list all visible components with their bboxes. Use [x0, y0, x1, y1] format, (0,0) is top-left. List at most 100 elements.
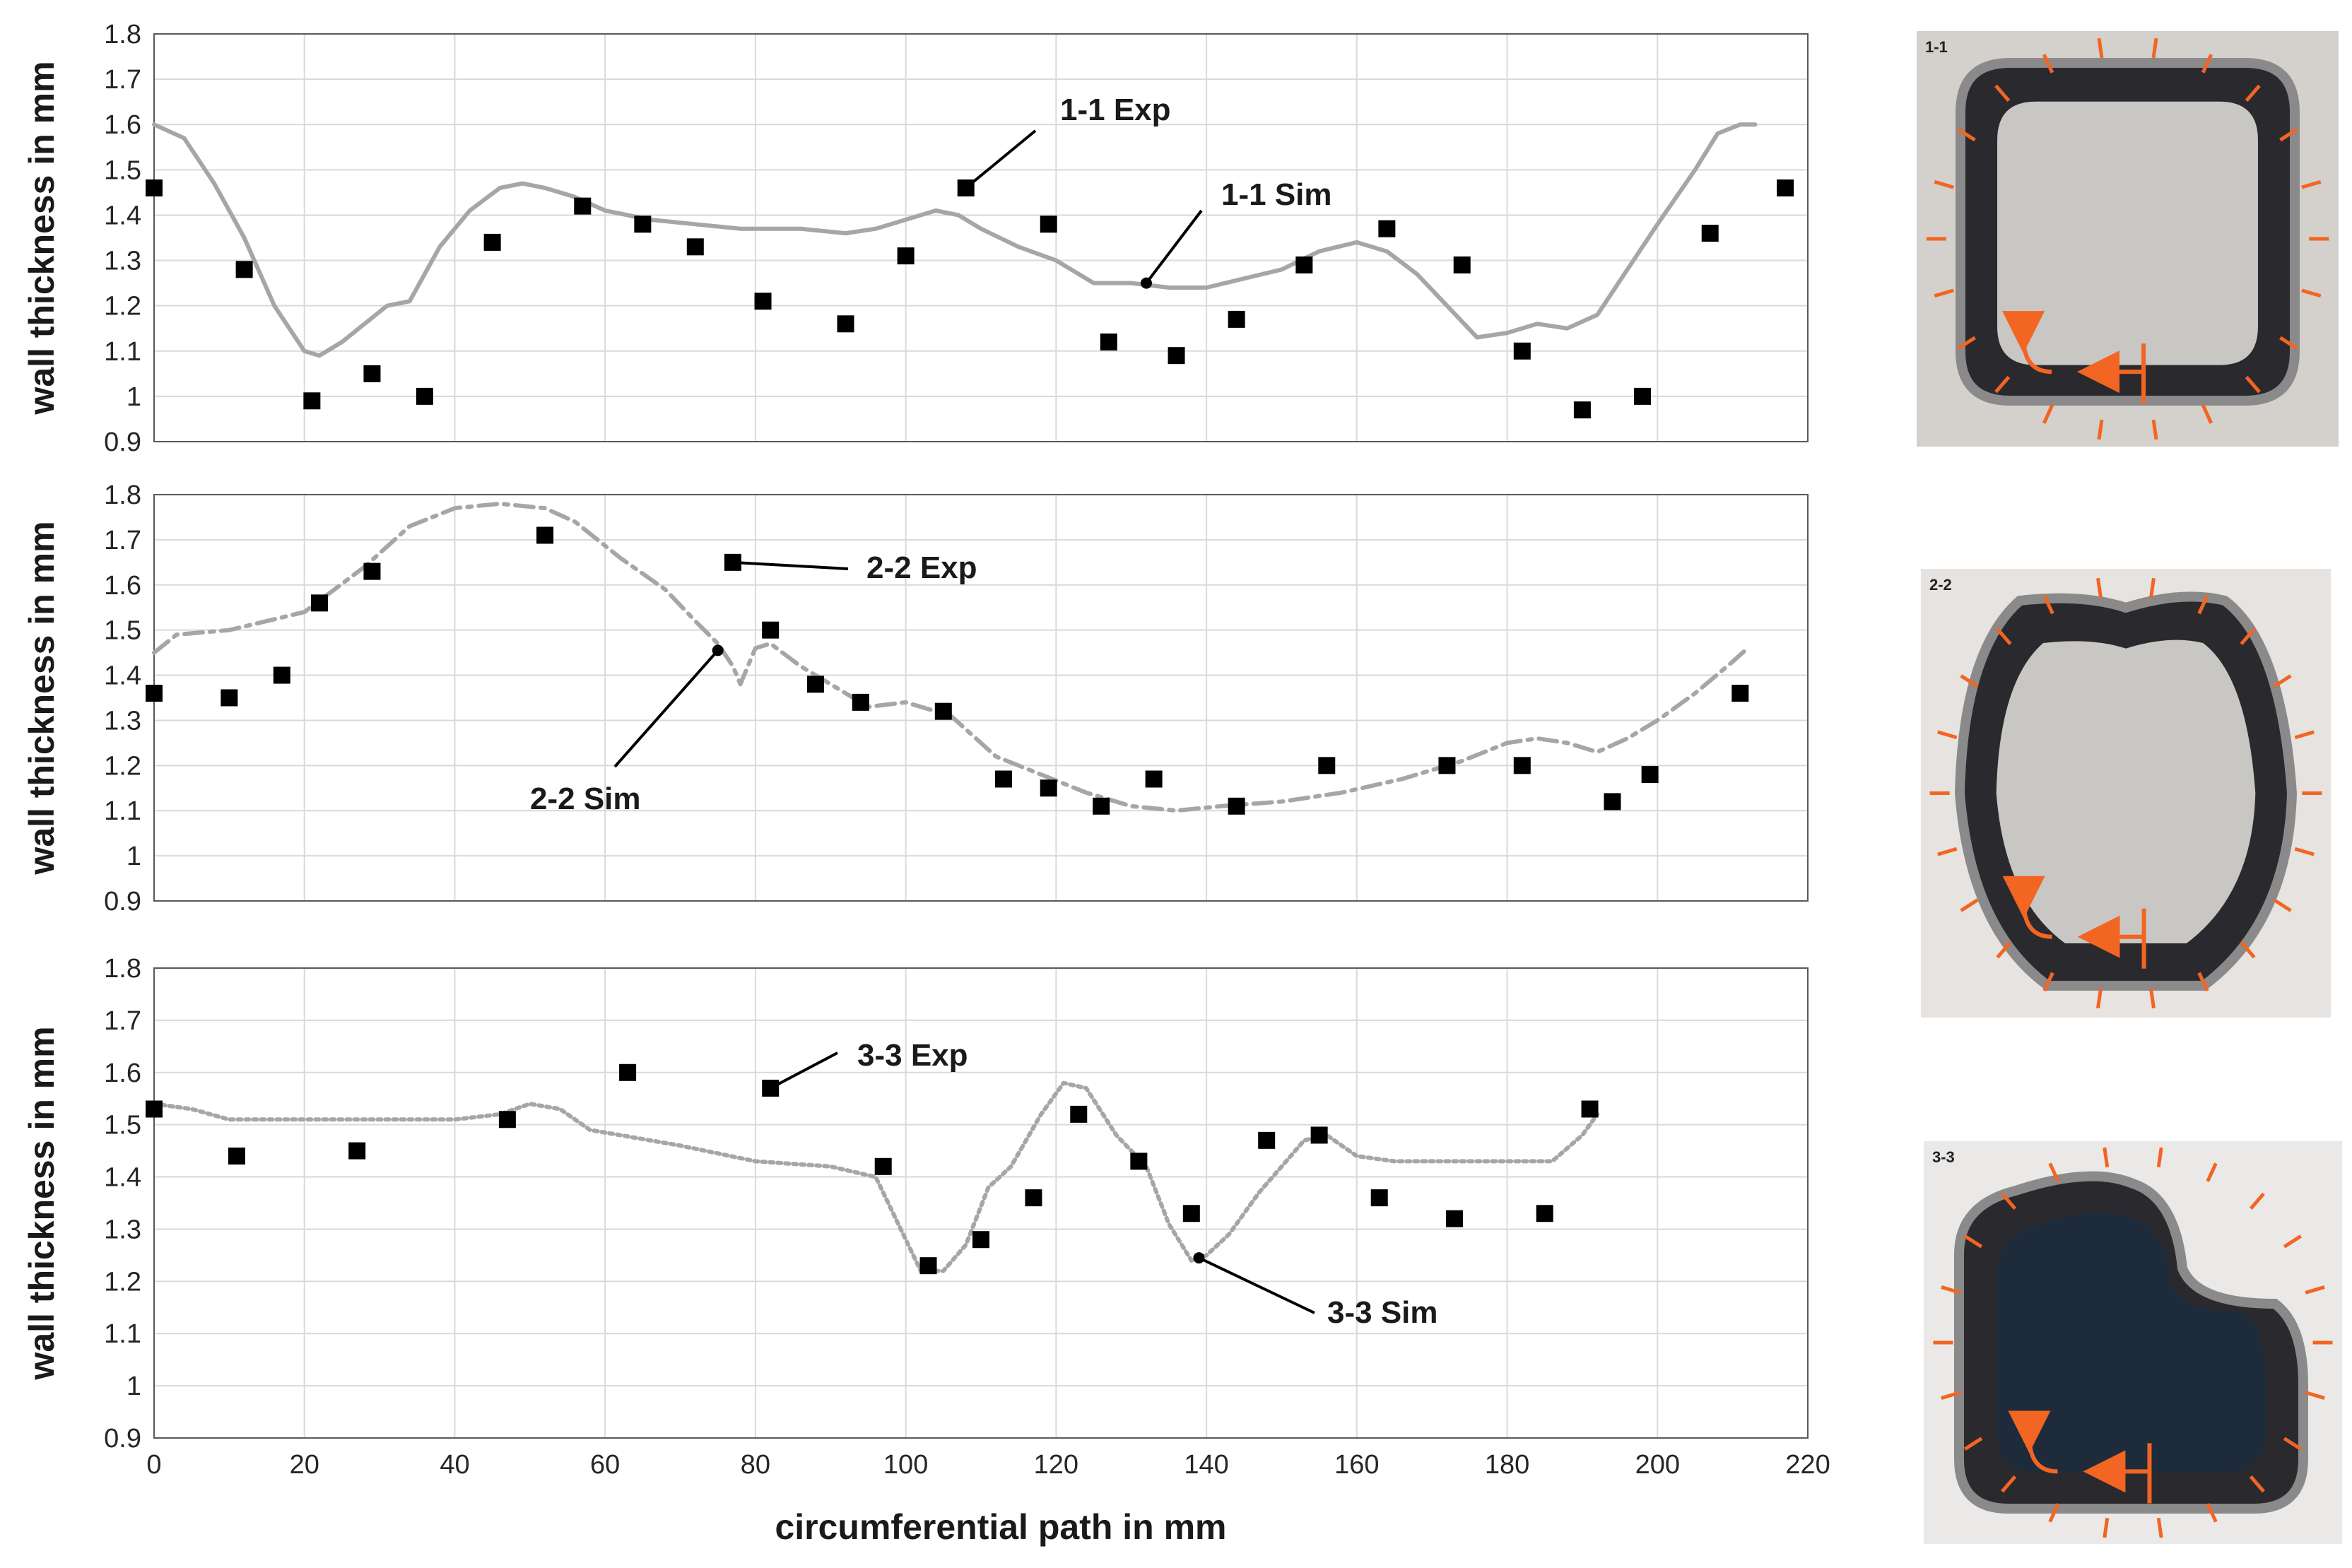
data-point-marker — [934, 702, 952, 720]
data-point-marker — [807, 676, 824, 693]
y-tick-label: 1.8 — [104, 481, 141, 510]
photo-section-3-3: 3-3 — [1924, 1141, 2342, 1544]
measurement-tick — [1941, 1391, 1961, 1400]
measurement-tick — [1957, 127, 1976, 142]
data-point-marker — [1318, 757, 1336, 774]
annotation-leader-line — [1198, 1256, 1315, 1314]
data-point-marker — [1070, 1105, 1088, 1123]
measurement-tick — [2048, 1503, 2060, 1523]
measurement-tick — [2042, 54, 2054, 73]
y-tick-label: 1.2 — [104, 751, 141, 781]
measurement-tick — [2151, 37, 2158, 59]
data-point-marker — [1100, 333, 1117, 350]
y-tick-label: 1.8 — [104, 954, 141, 984]
data-point-marker — [1453, 256, 1471, 273]
y-tick-label: 1.1 — [104, 337, 141, 367]
measurement-tick — [2103, 1517, 2110, 1538]
y-tick-label: 1.5 — [104, 1111, 141, 1140]
y-tick-label: 0.9 — [104, 1424, 141, 1454]
photo-label: 2-2 — [1929, 576, 1952, 594]
data-point-marker — [574, 197, 592, 215]
photo-section-1-1: 1-1 — [1917, 31, 2339, 447]
y-tick-label: 1 — [127, 842, 141, 871]
data-point-marker — [146, 179, 163, 196]
data-point-marker — [874, 1157, 892, 1175]
tube-opening — [1997, 1213, 2266, 1473]
data-point-marker — [146, 1100, 163, 1118]
measurement-tick — [2249, 1192, 2265, 1210]
y-tick-label: 1.5 — [104, 155, 141, 185]
data-point-marker — [1093, 797, 1110, 815]
measurement-tick — [1994, 84, 2011, 102]
data-point-marker — [1438, 757, 1456, 774]
x-tick-label: 60 — [590, 1450, 620, 1480]
data-point-marker — [273, 666, 290, 684]
measurement-tick — [2042, 594, 2054, 615]
data-point-marker — [619, 1063, 637, 1081]
data-point-marker — [483, 233, 501, 251]
measurement-tick — [2206, 1162, 2218, 1182]
x-tick-label: 160 — [1334, 1450, 1379, 1480]
measurement-tick — [1957, 336, 1976, 350]
measurement-tick — [2151, 419, 2158, 440]
annotation-label: 2-2 Exp — [866, 550, 977, 585]
y-tick-label: 1.7 — [104, 526, 141, 555]
data-point-marker — [1378, 220, 1396, 237]
annotation-point — [1141, 277, 1152, 289]
measurement-tick — [1963, 1437, 1983, 1451]
data-point-marker — [1145, 770, 1163, 788]
measurement-tick — [2240, 941, 2256, 959]
y-tick-label: 1.6 — [104, 110, 141, 140]
x-axis-title: circumferential path in mm — [775, 1507, 1226, 1547]
annotation-point — [1193, 1252, 1205, 1264]
data-point-marker — [348, 1142, 366, 1160]
annotation-label: 3-3 Sim — [1327, 1295, 1438, 1330]
x-tick-label: 220 — [1785, 1450, 1830, 1480]
data-point-marker — [1581, 1100, 1599, 1118]
measurement-tick — [2042, 972, 2054, 992]
series-line-2-2-sim — [152, 501, 1750, 813]
y-tick-label: 1.8 — [104, 20, 141, 49]
data-point-marker — [1168, 347, 1185, 365]
measurement-tick — [1994, 375, 2011, 394]
measurement-tick — [1963, 1234, 1983, 1249]
tube-opening — [1996, 639, 2256, 944]
y-tick-label: 1.4 — [104, 661, 141, 691]
data-point-marker — [634, 216, 652, 233]
measurement-tick — [2149, 988, 2156, 1009]
measurement-tick — [2103, 1147, 2110, 1168]
data-point-marker — [1777, 179, 1794, 196]
y-tick-label: 1 — [127, 382, 141, 412]
annotation-leader-line — [732, 560, 849, 570]
measurement-tick — [1960, 898, 1979, 912]
chart-panel-3-3: 0.9 1 1.1 1.2 1.3 1.4 1.5 1.6 1.7 1.8 0 20 40 60 80 100… — [22, 954, 1830, 1480]
measurement-tick — [2283, 1234, 2303, 1249]
measurement-tick — [2305, 1391, 2325, 1400]
data-point-marker — [303, 392, 321, 410]
measurement-tick — [1937, 730, 1958, 740]
plot-frame — [153, 967, 1809, 1439]
measurement-tick — [2279, 127, 2298, 142]
y-tick-label: 1.1 — [104, 1319, 141, 1349]
measurement-tick — [2240, 627, 2256, 645]
measurement-tick — [2197, 972, 2209, 992]
measurement-tick — [2206, 1503, 2218, 1523]
data-point-marker — [1130, 1153, 1148, 1170]
tube-opening — [1997, 101, 2258, 365]
annotation-label: 1-1 Exp — [1060, 93, 1171, 127]
x-tick-label: 0 — [146, 1450, 161, 1480]
photo-label: 1-1 — [1925, 38, 1948, 56]
measurement-tick — [2201, 404, 2213, 424]
annotation-label: 2-2 Sim — [530, 782, 641, 816]
y-tick-label: 1.7 — [104, 1006, 141, 1036]
photo-label: 3-3 — [1932, 1148, 1955, 1166]
measurement-tick — [2156, 1517, 2163, 1538]
data-point-marker — [536, 526, 554, 544]
data-point-marker — [1040, 779, 1057, 797]
data-point-marker — [837, 315, 854, 333]
measurement-tick — [2249, 1475, 2265, 1493]
data-point-marker — [1446, 1210, 1464, 1227]
data-point-marker — [762, 621, 780, 639]
x-tick-label: 200 — [1635, 1450, 1680, 1480]
measurement-tick — [2245, 84, 2261, 102]
